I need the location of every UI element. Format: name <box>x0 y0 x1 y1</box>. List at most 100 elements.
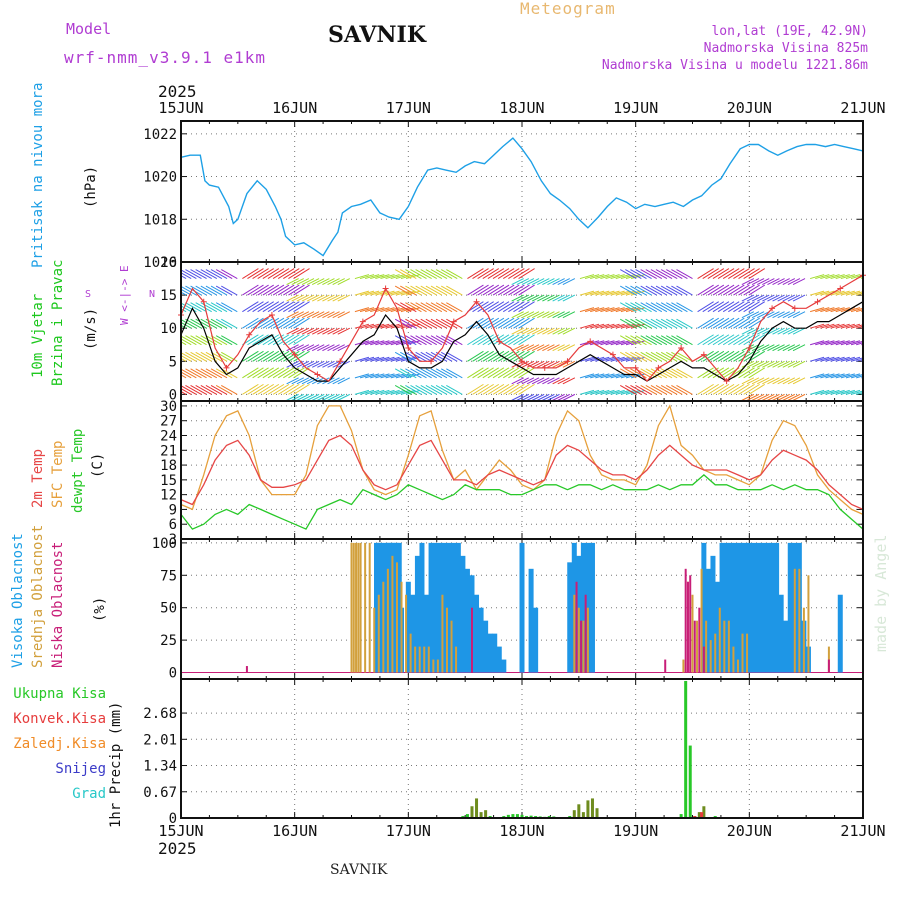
wind-barb <box>666 269 683 279</box>
wind-barb <box>472 284 489 296</box>
wind-barb <box>840 274 855 280</box>
y-tick-label: 75 <box>160 568 177 584</box>
wind-barb <box>200 269 218 279</box>
wind-barb <box>712 301 730 313</box>
wind-barb <box>671 384 688 395</box>
y-tick-label: 0 <box>169 811 177 827</box>
wind-barb <box>722 284 740 296</box>
wind-barb <box>757 344 770 352</box>
wind-barb <box>272 317 290 329</box>
y-tick-label: 0.67 <box>143 785 177 801</box>
wind-barb <box>293 268 310 279</box>
y-tick-label: 30 <box>160 399 177 415</box>
mid-cloud-bar <box>368 542 371 673</box>
wind-barb <box>247 383 264 395</box>
wind-barb <box>497 301 515 313</box>
wind-barb <box>835 356 850 362</box>
wind-barb <box>430 269 448 279</box>
wind-barb <box>322 393 335 401</box>
wind-barb <box>825 356 840 362</box>
wind-barb <box>420 384 437 395</box>
y-tick-label: 1.34 <box>143 759 177 775</box>
wind-barb <box>502 383 520 395</box>
wind-barb <box>630 384 647 395</box>
wind-gust-marker <box>473 298 480 305</box>
wind-barb <box>210 335 228 346</box>
wind-barb <box>293 350 310 362</box>
y-tick-label: 6 <box>169 517 177 533</box>
low-cloud-bar <box>693 620 696 673</box>
wind-barb <box>181 269 197 279</box>
wind-barb <box>625 335 642 346</box>
wind-barb <box>430 285 448 296</box>
wind-barb <box>283 383 300 395</box>
wind-barb <box>521 294 535 302</box>
wind-barb <box>830 340 845 346</box>
total-precip-bar <box>590 798 594 818</box>
wind-barb <box>655 285 673 296</box>
mid-cloud-bar <box>391 555 394 673</box>
wind-barb <box>446 384 463 395</box>
wind-barb <box>746 278 760 285</box>
wind-barb <box>746 311 760 319</box>
wind-barb <box>697 284 714 296</box>
wind-barb <box>291 327 304 335</box>
wind-barb <box>257 317 274 329</box>
wind-barb <box>511 344 524 352</box>
wind-barb <box>472 317 489 329</box>
model-label: Model <box>66 20 112 38</box>
wind-gust-marker <box>655 364 662 371</box>
wind-barb <box>293 284 310 296</box>
wind-barb <box>288 284 305 296</box>
low-cloud-bar <box>827 659 830 673</box>
wind-barb <box>415 384 432 395</box>
wind-barb <box>185 351 202 362</box>
wind-barb <box>195 384 212 395</box>
wind-barb <box>777 393 790 401</box>
x-tick-label-top: 17JUN <box>386 99 431 117</box>
low-cloud-bar <box>702 646 705 673</box>
wind-barb <box>257 334 274 346</box>
low-cloud-bar <box>684 568 687 673</box>
wind-barb <box>562 311 576 319</box>
wind-barb <box>262 301 280 313</box>
wind-barb <box>645 351 663 362</box>
wind-barb <box>508 367 525 379</box>
wind-barb <box>410 318 427 329</box>
wind-barb <box>420 269 437 279</box>
high-cloud-bar <box>428 542 434 673</box>
wind-barb <box>395 323 410 329</box>
wind-barb <box>415 318 432 329</box>
wind-barb <box>385 290 400 296</box>
wind-barb <box>521 311 535 319</box>
mid-cloud-bar <box>357 542 360 673</box>
wind-barb <box>286 360 299 368</box>
wind-barb <box>242 301 259 313</box>
wind-gust-marker <box>200 298 207 305</box>
wind-barb <box>712 268 730 279</box>
wind-barb <box>215 368 233 379</box>
wind-barb <box>317 360 330 368</box>
wind-barbs <box>181 268 863 401</box>
wind-barb <box>365 389 380 395</box>
wind-barb <box>741 377 755 385</box>
wind-barb <box>557 327 570 335</box>
wind-barb <box>370 340 385 346</box>
wind-gust-marker <box>609 351 616 358</box>
x-tick-label-bottom: 21JUN <box>840 822 885 840</box>
wind-barb <box>272 367 290 379</box>
mid-cloud-bar <box>741 633 744 673</box>
mid-cloud-bar <box>802 607 805 673</box>
wind-barb <box>210 269 228 279</box>
wind-barb <box>262 268 280 279</box>
wind-barb <box>247 317 264 329</box>
high-cloud-bar <box>765 542 771 673</box>
wind-gust-marker <box>541 364 548 371</box>
wind-barb <box>181 288 192 296</box>
wind-barb <box>547 278 560 285</box>
wind-barb <box>605 290 620 296</box>
wind-barb <box>420 318 437 329</box>
wind-barb <box>394 351 412 362</box>
wind-barb <box>272 350 290 362</box>
wind-barb <box>772 327 785 335</box>
